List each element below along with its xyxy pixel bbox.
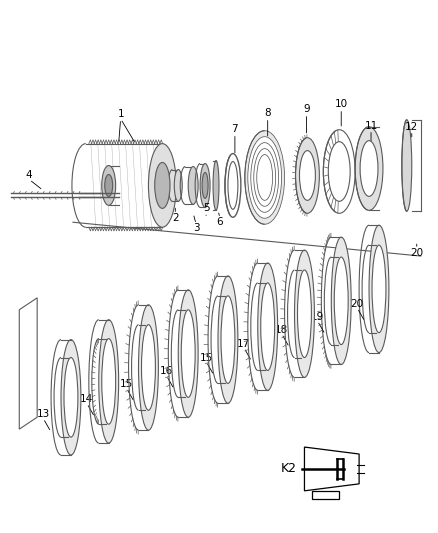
Ellipse shape (369, 225, 389, 352)
Text: 15: 15 (120, 379, 133, 390)
Ellipse shape (99, 320, 119, 443)
Ellipse shape (138, 305, 159, 430)
Ellipse shape (218, 276, 238, 403)
Text: 15: 15 (199, 352, 213, 362)
Ellipse shape (188, 166, 198, 204)
Ellipse shape (245, 131, 285, 224)
Text: 11: 11 (364, 121, 378, 131)
Text: 20: 20 (350, 299, 364, 309)
Ellipse shape (257, 155, 273, 200)
Text: 6: 6 (217, 217, 223, 227)
Text: 3: 3 (193, 223, 199, 233)
Text: 8: 8 (265, 108, 271, 118)
Ellipse shape (294, 250, 314, 377)
Text: 1: 1 (117, 109, 124, 119)
Text: 16: 16 (160, 367, 173, 376)
Ellipse shape (254, 149, 276, 206)
Ellipse shape (300, 151, 315, 200)
Ellipse shape (402, 120, 412, 211)
Text: 2: 2 (172, 213, 179, 223)
Ellipse shape (296, 138, 319, 213)
Text: 13: 13 (36, 409, 50, 419)
Ellipse shape (181, 310, 195, 397)
Text: 9: 9 (303, 104, 310, 114)
Text: 17: 17 (237, 338, 251, 349)
Ellipse shape (148, 144, 176, 227)
Ellipse shape (174, 169, 182, 201)
Text: 10: 10 (335, 99, 348, 109)
Ellipse shape (202, 173, 208, 198)
Ellipse shape (61, 340, 81, 455)
Ellipse shape (213, 160, 219, 211)
Ellipse shape (360, 141, 378, 196)
Ellipse shape (258, 263, 278, 390)
Ellipse shape (334, 257, 348, 345)
Text: K2: K2 (280, 463, 297, 475)
Ellipse shape (355, 127, 383, 211)
Text: 7: 7 (232, 124, 238, 134)
Ellipse shape (141, 325, 155, 410)
Ellipse shape (200, 164, 210, 207)
Ellipse shape (297, 270, 311, 358)
Ellipse shape (178, 290, 198, 417)
Text: 12: 12 (405, 122, 418, 132)
Ellipse shape (221, 296, 235, 383)
Ellipse shape (372, 245, 386, 333)
Ellipse shape (248, 136, 282, 218)
Ellipse shape (328, 142, 350, 201)
Ellipse shape (331, 237, 351, 365)
Text: 19: 19 (311, 312, 324, 322)
Text: 5: 5 (203, 203, 209, 213)
Ellipse shape (64, 358, 78, 437)
Ellipse shape (228, 161, 238, 209)
Ellipse shape (102, 166, 116, 205)
Ellipse shape (155, 163, 170, 208)
Ellipse shape (261, 283, 275, 370)
Ellipse shape (105, 174, 113, 196)
Text: 20: 20 (410, 248, 423, 258)
Ellipse shape (251, 143, 279, 212)
Text: 18: 18 (275, 325, 288, 335)
Ellipse shape (102, 338, 116, 424)
Text: 4: 4 (26, 171, 32, 181)
Text: 14: 14 (80, 394, 93, 405)
